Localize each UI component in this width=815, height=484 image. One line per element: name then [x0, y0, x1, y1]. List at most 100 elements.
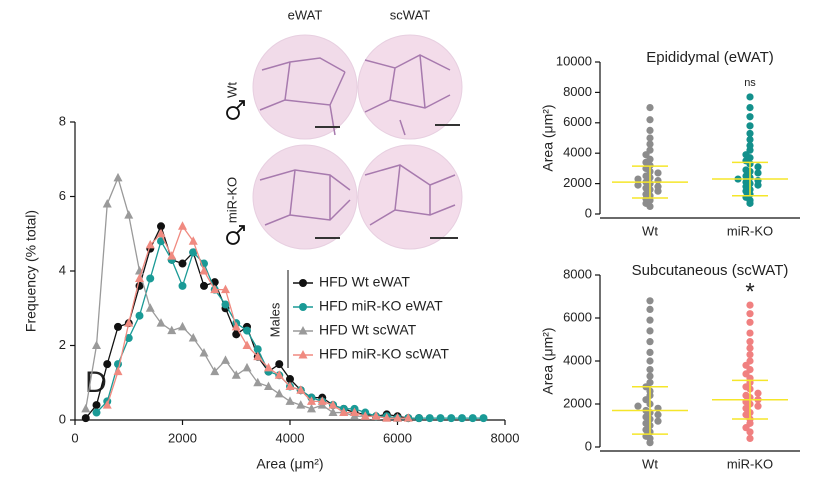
x-tick-label: 4000 — [276, 430, 305, 445]
point — [81, 404, 90, 413]
x-tick-label: Wt — [642, 223, 658, 238]
point — [329, 408, 338, 417]
point — [437, 414, 445, 422]
point — [654, 411, 661, 418]
point — [646, 366, 653, 373]
point — [646, 372, 653, 379]
point — [646, 134, 653, 141]
y-tick-label: 6000 — [563, 114, 592, 129]
y-tick-label: 0 — [585, 205, 592, 220]
column-label: scWAT — [390, 7, 430, 22]
point — [646, 116, 653, 123]
series-line — [97, 241, 484, 418]
point — [646, 349, 653, 356]
legend-marker — [299, 279, 307, 287]
point — [746, 357, 753, 364]
point — [746, 435, 753, 442]
point — [646, 327, 653, 334]
y-tick-label: 8 — [59, 113, 66, 128]
point — [93, 401, 101, 409]
point — [646, 104, 653, 111]
row-label: miR-KO — [224, 177, 239, 223]
point — [222, 301, 230, 309]
point — [286, 396, 295, 405]
y-tick-label: 0 — [585, 438, 592, 453]
x-tick-label: miR-KO — [727, 223, 773, 238]
x-tick-label: Wt — [642, 456, 658, 471]
y-tick-label: 8000 — [563, 84, 592, 99]
point — [243, 341, 252, 350]
x-tick-label: 2000 — [168, 430, 197, 445]
point — [746, 113, 753, 120]
y-tick-label: 2000 — [563, 175, 592, 190]
legend-label: HFD Wt eWAT — [319, 274, 410, 290]
point — [136, 312, 144, 320]
micrograph — [253, 145, 357, 249]
x-tick-label: miR-KO — [727, 456, 773, 471]
point — [415, 414, 423, 422]
point — [754, 177, 761, 184]
point — [103, 199, 112, 208]
x-tick-label: 0 — [71, 430, 78, 445]
chart-title: Epididymal (eWAT) — [646, 49, 774, 66]
point — [82, 414, 90, 422]
point — [746, 310, 753, 317]
point — [221, 355, 230, 364]
point — [200, 282, 208, 290]
y-tick-label: 4 — [59, 262, 66, 277]
point — [146, 303, 155, 312]
y-axis-label: Area (μm²) — [540, 327, 556, 394]
point — [447, 414, 455, 422]
point — [103, 360, 111, 368]
point — [179, 260, 187, 268]
point — [178, 322, 187, 331]
x-axis-label: Area (μm²) — [256, 456, 323, 472]
annotation: ns — [744, 77, 756, 89]
point — [754, 390, 761, 397]
y-tick-label: 2000 — [563, 395, 592, 410]
annotation: * — [745, 278, 754, 305]
y-tick-label: 10000 — [556, 53, 592, 68]
point — [426, 414, 434, 422]
y-tick-label: 2 — [59, 337, 66, 352]
point — [746, 345, 753, 352]
point — [221, 285, 230, 294]
point — [114, 323, 122, 331]
point — [146, 274, 154, 282]
point — [275, 360, 283, 368]
y-axis-label: Frequency (% total) — [23, 210, 39, 332]
column-label: eWAT — [288, 7, 323, 22]
point — [746, 104, 753, 111]
micrograph — [358, 35, 462, 139]
point — [754, 403, 761, 410]
point — [746, 130, 753, 137]
point — [654, 169, 661, 176]
point — [742, 392, 749, 399]
point — [746, 351, 753, 358]
legend-label: HFD Wt scWAT — [319, 322, 417, 338]
point — [646, 379, 653, 386]
point — [124, 210, 133, 219]
point — [480, 414, 488, 422]
point — [646, 357, 653, 364]
y-axis-label: Area (μm²) — [540, 104, 556, 171]
y-tick-label: 8000 — [563, 266, 592, 281]
point — [646, 338, 653, 345]
y-tick-label: 4000 — [563, 352, 592, 367]
legend-label: HFD miR-KO scWAT — [319, 346, 449, 362]
point — [92, 341, 101, 350]
y-tick-label: 6 — [59, 188, 66, 203]
micrographs: eWAT scWAT Wt miR-KO — [224, 7, 462, 249]
micrograph — [253, 35, 357, 139]
micrograph — [358, 145, 462, 249]
point — [746, 338, 753, 345]
legend-title: Males — [267, 302, 282, 337]
y-tick-label: 6000 — [563, 309, 592, 324]
point — [746, 329, 753, 336]
point — [114, 367, 123, 376]
point — [646, 306, 653, 313]
x-tick-label: 6000 — [383, 430, 412, 445]
y-tick-label: 0 — [59, 411, 66, 426]
point — [114, 173, 123, 182]
legend-label: HFD miR-KO eWAT — [319, 298, 443, 314]
